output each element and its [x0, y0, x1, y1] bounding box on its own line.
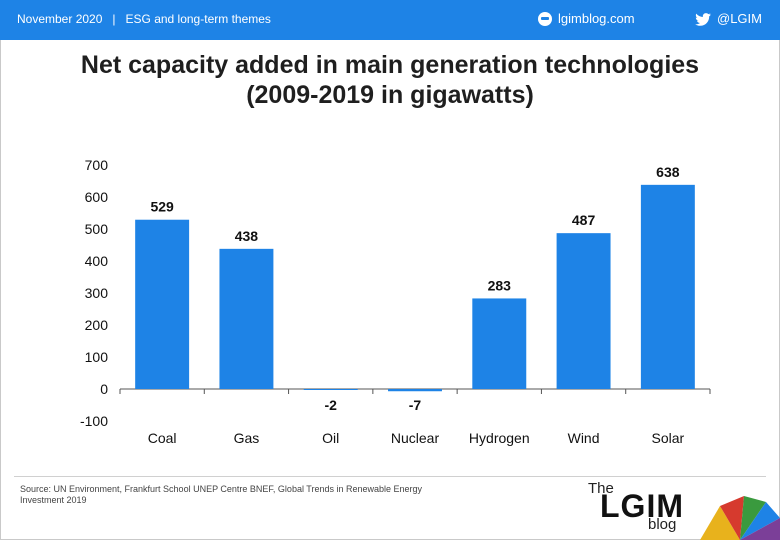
x-tick-label: Coal [148, 430, 177, 446]
y-tick-label: -100 [80, 413, 108, 429]
logo-the: The [588, 480, 614, 497]
bar-nuclear [388, 389, 442, 392]
x-tick-label: Hydrogen [469, 430, 530, 446]
y-tick-label: 200 [85, 317, 109, 333]
y-tick-label: 600 [85, 189, 109, 205]
header-separator: | [112, 12, 116, 26]
bar-oil [303, 389, 358, 390]
x-tick-label: Nuclear [391, 430, 440, 446]
bar-wind [556, 233, 611, 389]
y-tick-label: 700 [85, 157, 109, 173]
x-tick-label: Oil [322, 430, 339, 446]
data-label: 638 [656, 164, 680, 180]
twitter-label: @LGIM [717, 11, 762, 26]
x-tick-label: Solar [652, 430, 685, 446]
bar-gas [219, 248, 274, 389]
header-bar: November 2020 | ESG and long-term themes l… [0, 0, 780, 40]
site-label: lgimblog.com [558, 11, 635, 26]
logo-blog: blog [648, 516, 677, 533]
chart-title: Net capacity added in main generation te… [0, 50, 780, 110]
umbrella-logo-icon [700, 496, 780, 540]
data-label: 487 [572, 212, 596, 228]
logo-lgim: LGIM [600, 488, 684, 524]
y-tick-label: 100 [85, 349, 109, 365]
y-tick-label: 400 [85, 253, 109, 269]
data-label: -7 [409, 397, 422, 413]
data-label: 283 [488, 277, 512, 293]
y-tick-label: 500 [85, 221, 109, 237]
site-link[interactable]: lgimblog.com [538, 11, 635, 26]
twitter-icon [695, 13, 711, 26]
source-note: Source: UN Environment, Frankfurt School… [20, 484, 423, 505]
bar-coal [135, 219, 190, 389]
data-label: 529 [150, 199, 174, 215]
globe-icon [538, 12, 552, 26]
x-tick-label: Wind [568, 430, 600, 446]
y-tick-label: 0 [100, 381, 108, 397]
y-tick-label: 300 [85, 285, 109, 301]
footer-divider [14, 476, 766, 477]
x-tick-label: Gas [234, 430, 260, 446]
header-date: November 2020 [17, 12, 103, 26]
header-section: ESG and long-term themes [125, 12, 271, 26]
data-label: -2 [324, 397, 337, 413]
twitter-link[interactable]: @LGIM [695, 11, 762, 26]
bar-hydrogen [472, 298, 527, 389]
header-left: November 2020 | ESG and long-term themes [17, 12, 271, 26]
chart-title-line2: (2009-2019 in gigawatts) [246, 81, 534, 109]
data-label: 438 [235, 228, 259, 244]
bar-solar [640, 184, 695, 389]
chart-title-line1: Net capacity added in main generation te… [80, 51, 700, 79]
bar-chart: -100 0 100 200 300 400 500 600 700 529 Coal 438 Gas -… [80, 157, 711, 446]
